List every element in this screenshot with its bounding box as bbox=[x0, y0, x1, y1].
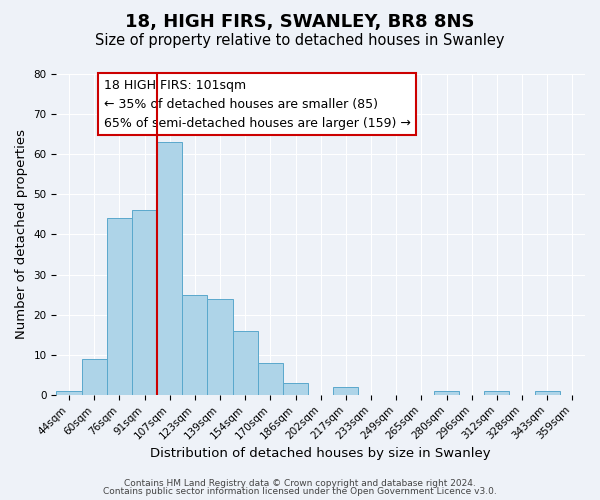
Bar bbox=[283, 383, 308, 395]
Bar bbox=[182, 294, 208, 395]
Bar bbox=[82, 359, 107, 395]
Text: 18 HIGH FIRS: 101sqm
← 35% of detached houses are smaller (85)
65% of semi-detac: 18 HIGH FIRS: 101sqm ← 35% of detached h… bbox=[104, 79, 411, 130]
Text: 18, HIGH FIRS, SWANLEY, BR8 8NS: 18, HIGH FIRS, SWANLEY, BR8 8NS bbox=[125, 12, 475, 30]
Bar bbox=[233, 330, 258, 395]
Text: Contains HM Land Registry data © Crown copyright and database right 2024.: Contains HM Land Registry data © Crown c… bbox=[124, 478, 476, 488]
Bar bbox=[107, 218, 132, 395]
Bar bbox=[208, 298, 233, 395]
Bar bbox=[484, 391, 509, 395]
Bar bbox=[132, 210, 157, 395]
Text: Size of property relative to detached houses in Swanley: Size of property relative to detached ho… bbox=[95, 32, 505, 48]
Y-axis label: Number of detached properties: Number of detached properties bbox=[15, 130, 28, 340]
Bar bbox=[434, 391, 459, 395]
Text: Contains public sector information licensed under the Open Government Licence v3: Contains public sector information licen… bbox=[103, 487, 497, 496]
Bar bbox=[333, 387, 358, 395]
X-axis label: Distribution of detached houses by size in Swanley: Distribution of detached houses by size … bbox=[151, 447, 491, 460]
Bar bbox=[535, 391, 560, 395]
Bar bbox=[258, 363, 283, 395]
Bar bbox=[56, 391, 82, 395]
Bar bbox=[157, 142, 182, 395]
